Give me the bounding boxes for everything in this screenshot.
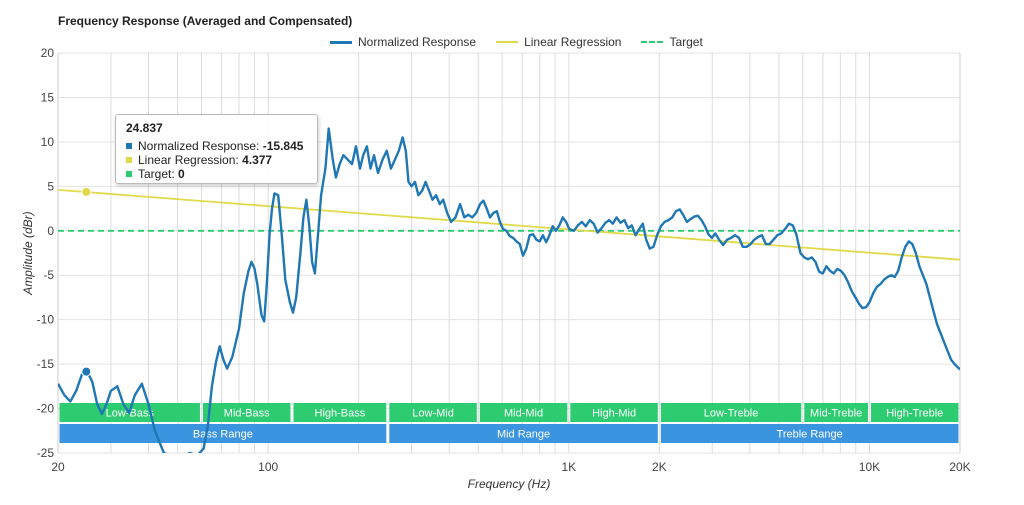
tooltip-value: -15.845 <box>262 139 304 153</box>
top-band-label: High-Treble <box>886 408 943 420</box>
top-band <box>389 403 477 422</box>
top-band <box>479 403 568 422</box>
tooltip-row-linear-regression: Linear Regression: 4.377 <box>126 153 307 167</box>
legend-item-linear-regression[interactable]: Linear Regression <box>496 35 621 49</box>
hover-markers <box>81 186 92 377</box>
legend-swatch-target <box>641 41 664 43</box>
top-band-label: Low-Treble <box>704 408 759 420</box>
y-tick-label: -5 <box>43 268 54 282</box>
series-line-normalized-response <box>58 127 960 453</box>
legend-label-linear-regression: Linear Regression <box>524 35 622 49</box>
bottom-band-label: Mid Range <box>497 429 550 441</box>
x-tick-label: 100 <box>258 460 278 474</box>
grid <box>57 52 961 454</box>
tooltip-row-normalized-response: Normalized Response: -15.845 <box>126 139 307 153</box>
series-layer <box>58 127 960 453</box>
top-band <box>293 403 387 422</box>
x-tick-label: 2K <box>652 460 667 474</box>
bottom-band <box>389 424 658 443</box>
bottom-band <box>660 424 959 443</box>
y-axis-label: Amplitude (dBr) <box>21 211 35 295</box>
tooltip-x-value: 24.837 <box>126 121 163 135</box>
x-tick-label: 1K <box>561 460 576 474</box>
top-band-label: Mid-Treble <box>810 408 862 420</box>
hover-point-normalized-response <box>81 366 92 377</box>
tooltip-row-target: Target: 0 <box>126 167 307 181</box>
y-tick-label: 0 <box>47 224 54 238</box>
tooltip-label: Normalized Response: <box>138 139 260 153</box>
top-band-label: Low-Mid <box>412 408 454 420</box>
legend-swatch-normalized-response <box>330 40 352 44</box>
tooltip-value: 0 <box>178 167 185 181</box>
bottom-band-label: Treble Range <box>777 429 843 441</box>
y-tick-label: -15 <box>37 357 55 371</box>
top-band-label: Mid-Bass <box>224 408 270 420</box>
tooltip-label: Target: <box>138 167 175 181</box>
tooltip-label: Linear Regression: <box>138 153 239 167</box>
top-band <box>660 403 802 422</box>
top-band-label: High-Bass <box>315 408 366 420</box>
top-band <box>202 403 291 422</box>
y-tick-label: 5 <box>47 179 54 193</box>
top-band <box>870 403 959 422</box>
tooltip-dot-linear-regression <box>126 157 132 163</box>
legend-item-normalized-response[interactable]: Normalized Response <box>330 35 476 49</box>
legend: Normalized Response Linear Regression Ta… <box>330 34 723 50</box>
bottom-band <box>59 424 387 443</box>
x-tick-label: 10K <box>859 460 880 474</box>
tooltip-value: 4.377 <box>242 153 273 167</box>
x-axis-label: Frequency (Hz) <box>468 477 551 491</box>
tooltip: 24.837 Normalized Response: -15.845 Line… <box>115 114 318 184</box>
series-line-linear-regression <box>58 189 960 261</box>
legend-label-normalized-response: Normalized Response <box>358 35 477 49</box>
top-band <box>570 403 658 422</box>
bottom-band-label: Bass Range <box>193 429 253 441</box>
tooltip-dot-target <box>126 171 132 177</box>
top-band <box>804 403 868 422</box>
y-tick-label: -10 <box>37 313 55 327</box>
chart-title: Frequency Response (Averaged and Compens… <box>58 14 353 28</box>
x-tick-label: 20K <box>949 460 970 474</box>
top-band-label: Mid-Mid <box>504 408 543 420</box>
top-band-label: High-Mid <box>592 408 636 420</box>
y-tick-label: 10 <box>41 135 55 149</box>
x-tick-label: 20 <box>51 460 65 474</box>
legend-label-target: Target <box>669 35 703 49</box>
frequency-bands: Low-Bass Mid-Bass High-Bass Low-Mid Mid-Mid H… <box>59 403 959 443</box>
y-tick-label: 20 <box>41 46 55 60</box>
hover-point-linear-regression <box>81 186 92 197</box>
y-tick-label: -25 <box>37 446 55 460</box>
y-tick-label: 15 <box>41 90 55 104</box>
legend-swatch-linear-regression <box>496 41 519 43</box>
tooltip-dot-normalized-response <box>126 143 132 149</box>
legend-item-target[interactable]: Target <box>641 35 703 49</box>
y-tick-label: -20 <box>37 402 55 416</box>
